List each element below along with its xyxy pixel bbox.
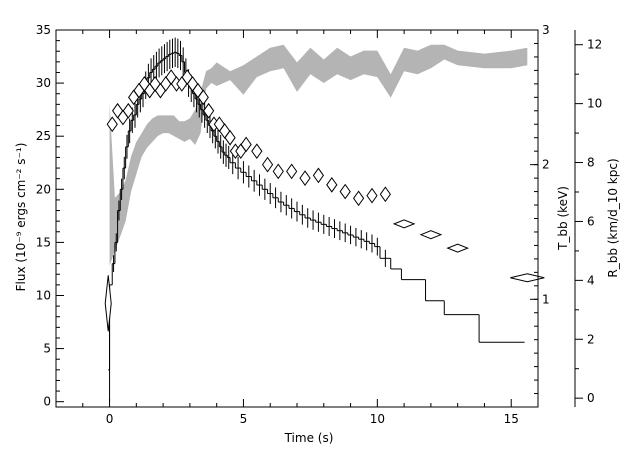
tbb-point — [286, 163, 298, 180]
tbb-tick-label: 3 — [542, 23, 550, 37]
tbb-point — [122, 102, 134, 119]
tbb-point — [203, 102, 215, 119]
tbb-point — [392, 219, 416, 229]
tbb-tick-label: 1 — [542, 292, 550, 306]
flux-tick-label: 20 — [36, 182, 51, 196]
tbb-point — [104, 275, 112, 332]
x-axis-title: Time (s) — [284, 431, 334, 445]
tbb-point — [261, 156, 274, 173]
rbb-tick-label: 0 — [587, 391, 595, 405]
tbb-point — [366, 187, 378, 204]
x-tick-label: 10 — [370, 412, 385, 426]
tbb-point — [312, 167, 325, 184]
tbb-point — [251, 143, 263, 160]
tbb-point — [510, 273, 545, 283]
flux-tick-label: 15 — [36, 235, 51, 249]
rbb-tick-label: 10 — [587, 97, 602, 111]
tbb-point — [299, 170, 311, 186]
tbb-point — [240, 136, 252, 153]
tbb-point — [224, 129, 236, 146]
flux-tick-label: 30 — [36, 76, 51, 90]
flux-tick-label: 35 — [36, 23, 51, 37]
rbb-band — [109, 44, 528, 266]
tbb-point — [419, 230, 443, 240]
tbb-axis-title: T_bb (keV) — [556, 186, 570, 251]
tbb-point — [446, 243, 470, 253]
tbb-diamond-layer — [104, 69, 545, 332]
tbb-point — [197, 89, 209, 106]
tbb-point — [106, 116, 118, 133]
flux-histogram-layer — [108, 37, 525, 402]
tbb-point — [379, 186, 391, 203]
tbb-point — [272, 163, 284, 180]
flux-tick-label: 5 — [43, 342, 51, 356]
x-tick-label: 0 — [106, 412, 114, 426]
flux-tick-label: 10 — [36, 288, 51, 302]
flux-tick-label: 25 — [36, 129, 51, 143]
rbb-band-layer — [109, 44, 528, 266]
rbb-tick-label: 2 — [587, 332, 595, 346]
tbb-tick-label: 2 — [542, 158, 550, 172]
rbb-tick-label: 6 — [587, 214, 595, 228]
x-tick-label: 15 — [504, 412, 519, 426]
flux-tick-label: 0 — [43, 395, 51, 409]
x-tick-label: 5 — [240, 412, 248, 426]
tbb-point — [326, 176, 338, 193]
tbb-point — [339, 183, 351, 200]
rbb-tick-label: 4 — [587, 273, 595, 287]
tbb-point — [352, 190, 365, 207]
left-axis-title: Flux (10⁻⁹ ergs cm⁻² s⁻¹) — [14, 143, 28, 292]
rbb-tick-label: 8 — [587, 156, 595, 170]
rbb-tick-label: 12 — [587, 38, 602, 52]
rbb-axis-title: R_bb (km/d_10 kpc) — [606, 158, 620, 277]
